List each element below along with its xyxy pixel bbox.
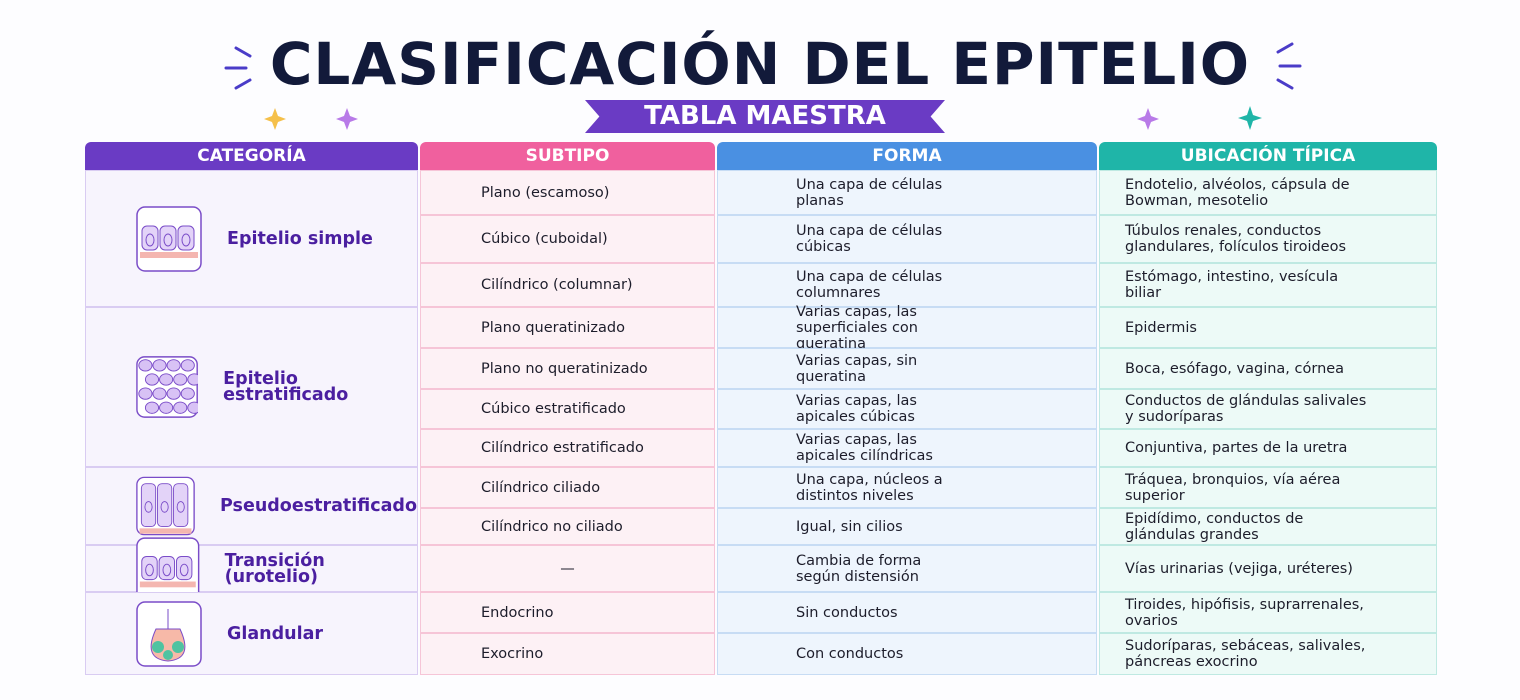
subtype-cell: Cilíndrico ciliado [420, 467, 715, 508]
subtype-cell-text: Cilíndrico ciliado [481, 479, 601, 496]
subtype-cell: — [420, 545, 715, 592]
subtype-cell-text: Plano (escamoso) [481, 184, 610, 201]
shape-cell: Igual, sin cilios [717, 508, 1097, 545]
subtype-cell-text: Endocrino [481, 604, 554, 621]
location-cell: Sudoríparas, sebáceas, salivales, páncre… [1099, 633, 1437, 675]
category-cell: Transición (urotelio) [85, 536, 418, 601]
category-cell: Epitelio estratificado [85, 307, 418, 467]
subtype-cell: Plano no queratinizado [420, 348, 715, 389]
shape-cell-text: Una capa de células cúbicas [796, 223, 943, 255]
location-cell: Túbulos renales, conductos glandulares, … [1099, 215, 1437, 263]
shape-cell-text: Varias capas, las superficiales con quer… [796, 303, 918, 352]
location-cell-text: Epidídimo, conductos de glándulas grande… [1125, 510, 1304, 543]
location-cell-text: Sudoríparas, sebáceas, salivales, páncre… [1125, 638, 1366, 670]
location-cell: Conductos de glándulas salivales y sudor… [1099, 389, 1437, 429]
location-cell: Tráquea, bronquios, vía aérea superior [1099, 467, 1437, 508]
column-header: CATEGORÍA [85, 142, 418, 170]
subtype-cell-text: Exocrino [481, 646, 544, 662]
category-icon [136, 476, 195, 536]
subtype-cell-text: Plano no queratinizado [481, 360, 648, 377]
shape-cell: Varias capas, las superficiales con quer… [717, 304, 1097, 352]
location-cell: Tiroides, hipófisis, suprarrenales, ovar… [1099, 592, 1437, 633]
location-cell: Estómago, intestino, vesícula biliar [1099, 263, 1437, 307]
category-text: Epitelio simple [227, 228, 373, 249]
column-header-text: SUBTIPO [525, 146, 610, 166]
column-header-text: FORMA [872, 146, 942, 166]
location-cell-text: Estómago, intestino, vesícula biliar [1125, 269, 1339, 301]
subtype-cell: Cúbico estratificado [420, 389, 715, 429]
category-text: Pseudoestratificado [220, 496, 417, 516]
subtype-cell-text: — [560, 560, 575, 577]
category-icon [136, 205, 202, 272]
category-text: Epitelio estratificado [223, 369, 349, 405]
location-cell: Endotelio, alvéolos, cápsula de Bowman, … [1099, 170, 1437, 215]
location-cell-text: Tráquea, bronquios, vía aérea superior [1125, 471, 1341, 504]
shape-cell-text: Varias capas, las apicales cúbicas [796, 393, 917, 425]
column-header: SUBTIPO [420, 142, 715, 170]
subtype-cell: Endocrino [420, 592, 715, 633]
subtype-cell: Exocrino [420, 633, 715, 675]
shape-cell: Una capa de células cúbicas [717, 215, 1097, 263]
subtype-cell-text: Cilíndrico no ciliado [481, 518, 623, 535]
shape-cell: Sin conductos [717, 592, 1097, 633]
location-cell-text: Epidermis [1125, 319, 1197, 336]
category-cell: Pseudoestratificado [85, 467, 418, 545]
shape-cell: Cambia de forma según distensión [717, 545, 1097, 592]
location-cell-text: Túbulos renales, conductos glandulares, … [1125, 223, 1347, 255]
shape-cell: Varias capas, sin queratina [717, 348, 1097, 389]
column-header-text: CATEGORÍA [197, 146, 306, 166]
location-cell-text: Vías urinarias (vejiga, uréteres) [1125, 560, 1353, 577]
column-header-text: UBICACIÓN TÍPICA [1180, 146, 1356, 166]
shape-cell-text: Con conductos [796, 646, 904, 662]
shape-cell-text: Varias capas, sin queratina [796, 352, 918, 385]
subtype-cell: Plano (escamoso) [420, 170, 715, 215]
shape-cell-text: Sin conductos [796, 604, 898, 621]
location-cell: Epidermis [1099, 307, 1437, 348]
title: CLASIFICACIÓN DEL EPITELIO [269, 30, 1251, 98]
shape-cell: Con conductos [717, 633, 1097, 675]
shape-cell: Varias capas, las apicales cúbicas [717, 389, 1097, 429]
shape-cell: Varias capas, las apicales cilíndricas [717, 429, 1097, 467]
shape-cell-text: Una capa de células planas [796, 176, 943, 209]
category-icon [136, 600, 202, 667]
subtype-cell: Cilíndrico estratificado [420, 429, 715, 467]
category-icon [136, 536, 200, 601]
location-cell: Conjuntiva, partes de la uretra [1099, 429, 1437, 467]
subtype-cell: Cúbico (cuboidal) [420, 215, 715, 263]
subtype-cell: Cilíndrico no ciliado [420, 508, 715, 545]
location-cell-text: Endotelio, alvéolos, cápsula de Bowman, … [1125, 176, 1350, 209]
shape-cell-text: Igual, sin cilios [796, 518, 903, 535]
shape-cell-text: Cambia de forma según distensión [796, 552, 922, 585]
subtype-cell: Plano queratinizado [420, 307, 715, 348]
shape-cell: Una capa de células planas [717, 170, 1097, 215]
shape-cell-text: Una capa de células columnares [796, 269, 943, 301]
column-header: UBICACIÓN TÍPICA [1099, 142, 1437, 170]
shape-cell: Una capa, núcleos a distintos niveles [717, 467, 1097, 508]
subtype-cell-text: Cúbico estratificado [481, 401, 626, 417]
subtype-cell: Cilíndrico (columnar) [420, 263, 715, 307]
category-cell: Epitelio simple [85, 170, 418, 307]
category-icon [136, 356, 199, 418]
location-cell: Epidídimo, conductos de glándulas grande… [1099, 508, 1437, 545]
location-cell-text: Boca, esófago, vagina, córnea [1125, 360, 1345, 377]
shape-cell-text: Una capa, núcleos a distintos niveles [796, 471, 943, 504]
location-cell-text: Conductos de glándulas salivales y sudor… [1125, 393, 1367, 425]
location-cell-text: Tiroides, hipófisis, suprarrenales, ovar… [1125, 596, 1364, 629]
location-cell: Boca, esófago, vagina, córnea [1099, 348, 1437, 389]
location-cell-text: Conjuntiva, partes de la uretra [1125, 440, 1348, 456]
location-cell: Vías urinarias (vejiga, uréteres) [1099, 545, 1437, 592]
subtitle-ribbon: TABLA MAESTRA [585, 100, 945, 133]
subtype-cell-text: Cilíndrico estratificado [481, 440, 644, 456]
category-text: Transición (urotelio) [224, 550, 325, 587]
decoration [224, 42, 1302, 130]
category-cell: Glandular [85, 592, 418, 675]
shape-cell: Una capa de células columnares [717, 263, 1097, 307]
subtype-cell-text: Cúbico (cuboidal) [481, 231, 608, 247]
column-header: FORMA [717, 142, 1097, 170]
shape-cell-text: Varias capas, las apicales cilíndricas [796, 432, 933, 464]
category-text: Glandular [227, 623, 324, 644]
subtype-cell-text: Cilíndrico (columnar) [481, 277, 633, 293]
subtype-cell-text: Plano queratinizado [481, 319, 625, 336]
